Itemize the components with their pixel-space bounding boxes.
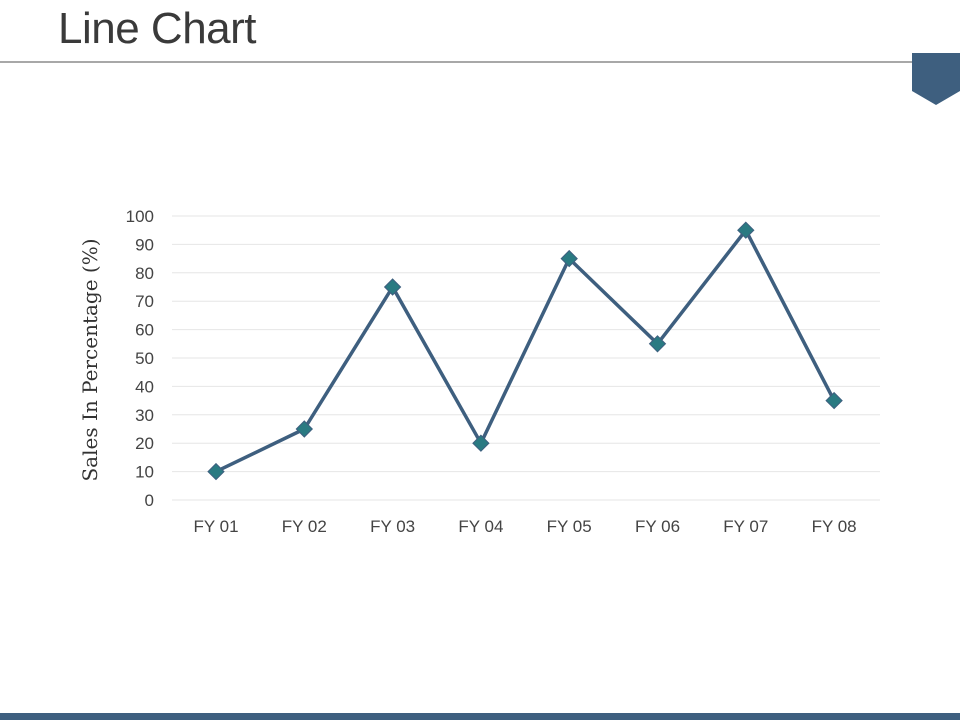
- data-point-marker: [383, 278, 402, 296]
- x-tick-label: FY 07: [723, 517, 768, 536]
- chart-gridlines: [172, 215, 880, 501]
- y-axis-ticks: 0 10 20 30 40 50 60 70 80 90 100: [126, 207, 154, 510]
- y-tick-label: 40: [135, 377, 154, 396]
- chart-series: [207, 221, 843, 481]
- x-tick-label: FY 08: [812, 517, 857, 536]
- y-tick-label: 0: [145, 491, 154, 510]
- series-line: [215, 228, 836, 474]
- y-tick-label: 30: [135, 406, 154, 425]
- data-point-marker: [825, 391, 843, 410]
- corner-badge-icon: [912, 53, 960, 105]
- x-tick-label: FY 04: [458, 517, 503, 536]
- footer-bar: [0, 713, 960, 720]
- y-tick-label: 90: [135, 235, 154, 254]
- data-point-marker: [737, 221, 755, 239]
- data-point-marker: [560, 249, 578, 268]
- y-tick-label: 70: [135, 292, 154, 311]
- x-tick-label: FY 03: [370, 517, 415, 536]
- x-tick-label: FY 02: [282, 517, 327, 536]
- data-point-marker: [207, 462, 225, 481]
- y-tick-label: 100: [126, 207, 154, 226]
- x-tick-label: FY 05: [547, 517, 592, 536]
- y-axis-title: Sales In Percentage (%): [78, 238, 102, 481]
- y-tick-label: 80: [135, 264, 154, 283]
- data-point-marker: [472, 434, 490, 452]
- y-tick-label: 60: [135, 321, 154, 340]
- title-divider: [0, 61, 960, 63]
- x-tick-label: FY 06: [635, 517, 680, 536]
- y-tick-label: 50: [135, 349, 154, 368]
- x-tick-label: FY 01: [193, 517, 238, 536]
- x-axis-ticks: FY 01 FY 02 FY 03 FY 04 FY 05 FY 06 FY 07 FY 08: [193, 517, 856, 536]
- data-point-marker: [648, 335, 667, 353]
- y-tick-label: 20: [135, 434, 154, 453]
- y-tick-label: 10: [135, 463, 154, 482]
- slide-title: Line Chart: [58, 4, 257, 53]
- data-point-marker: [295, 420, 314, 438]
